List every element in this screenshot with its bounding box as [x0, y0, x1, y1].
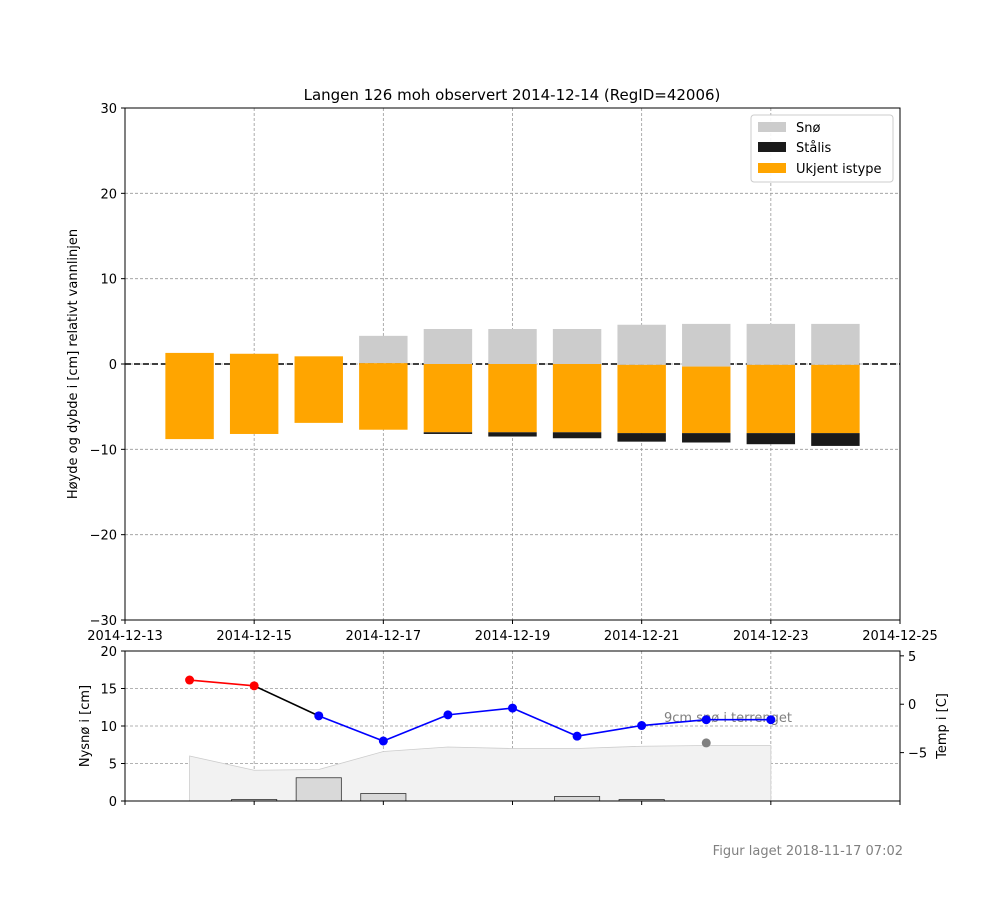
- y-tick-label: 20: [100, 187, 117, 202]
- bar-segment-ukjent-istype: [746, 364, 796, 434]
- x-tick-label: 2014-12-25: [862, 629, 938, 644]
- temperature-point: [249, 681, 259, 691]
- bar-segment-sno: [488, 329, 537, 364]
- bar-segment-sno: [552, 329, 602, 364]
- bar-segment-ukjent-istype: [359, 363, 408, 430]
- snow-depth-annotation: 9cm snø i terrenget: [664, 711, 792, 726]
- bar-segment-ukjent-istype: [294, 356, 343, 423]
- temperature-line-segment: [447, 707, 513, 716]
- temperature-point: [185, 675, 195, 685]
- legend-label-sno: Snø: [796, 121, 820, 136]
- legend-label-ukjent-istype: Ukjent istype: [796, 162, 882, 177]
- temperature-point: [572, 731, 582, 741]
- bar-segment-sno: [811, 323, 860, 365]
- temperature-point: [637, 721, 647, 731]
- temperature-point: [766, 715, 776, 725]
- temperature-point: [701, 715, 711, 725]
- bar-segment-stalis: [617, 433, 666, 442]
- y-tick-label: −10: [90, 443, 117, 458]
- y-tick-label: 15: [100, 683, 117, 698]
- legend-box: [750, 114, 894, 183]
- weather-chart-right-y-ticks: −5 0 5: [900, 650, 927, 762]
- y-tick-label: −30: [90, 614, 117, 629]
- chart-title: Langen 126 moh observert 2014-12-14 (Reg…: [304, 86, 721, 104]
- right-y-tick-label: 5: [908, 650, 916, 665]
- temperature-line-segment: [383, 714, 449, 742]
- temperature-point: [314, 711, 324, 721]
- x-tick-label: 2014-12-19: [475, 629, 551, 644]
- bar-segment-ukjent-istype: [165, 352, 214, 440]
- x-tick-label: 2014-12-21: [604, 629, 680, 644]
- right-y-tick-label: −5: [908, 747, 927, 762]
- y-tick-label: 30: [100, 102, 117, 117]
- legend: Snø Stålis Ukjent istype: [750, 114, 894, 183]
- temperature-point: [443, 710, 453, 720]
- bar-segment-ukjent-istype: [617, 364, 666, 434]
- bar-segment-ukjent-istype: [811, 364, 860, 434]
- bar-segment-stalis: [811, 433, 860, 446]
- temperature-point: [508, 703, 517, 713]
- temperature-line-segment: [189, 679, 255, 687]
- weather-chart-y-ticks: 0 5 10 15 20: [100, 645, 125, 810]
- temperature-line-segment: [253, 685, 320, 717]
- y-tick-label: 20: [100, 645, 117, 660]
- bar-segment-ukjent-istype: [488, 364, 537, 433]
- temperature-line-segment: [318, 715, 384, 742]
- bar-segment-sno: [423, 329, 473, 364]
- bar-segment-stalis: [682, 433, 731, 443]
- x-tick-label: 2014-12-15: [216, 629, 292, 644]
- weather-chart-x-ticks: [124, 801, 901, 805]
- y-tick-label: 10: [100, 273, 117, 288]
- new-snow-bar: [360, 793, 407, 802]
- ice-chart-y-axis-label: Høyde og dybde i [cm] relativt vannlinje…: [66, 229, 81, 499]
- bar-segment-sno: [746, 323, 796, 365]
- weather-chart: 9cm snø i terrenget 0 5 10 15 20 −5 0 5 Nysnø …: [78, 645, 950, 810]
- new-snow-axis-label: Nysnø i [cm]: [78, 685, 93, 767]
- y-tick-label: 0: [109, 358, 117, 373]
- temperature-points: [185, 675, 776, 748]
- ice-chart-y-ticks: −30 −20 −10 0 10 20 30: [90, 102, 125, 629]
- temperature-lines: [189, 679, 771, 742]
- right-y-tick-label: 0: [908, 698, 916, 713]
- temperature-line-segment: [641, 718, 707, 727]
- x-tick-label: 2014-12-17: [346, 629, 422, 644]
- figure-timestamp: Figur laget 2018-11-17 07:02: [713, 844, 903, 859]
- ice-chart-bars: [165, 323, 860, 446]
- temperature-point: [378, 736, 388, 746]
- temperature-line-segment: [576, 724, 642, 737]
- bar-segment-sno: [617, 324, 666, 365]
- x-tick-label: 2014-12-13: [87, 629, 163, 644]
- observation-point: [701, 738, 711, 748]
- new-snow-bar: [295, 777, 342, 802]
- bar-segment-ukjent-istype: [682, 366, 731, 434]
- bar-segment-ukjent-istype: [552, 364, 602, 433]
- ice-chart-x-ticks: 2014-12-13 2014-12-15 2014-12-17 2014-12-19…: [87, 620, 938, 644]
- legend-swatch-sno: [758, 122, 786, 132]
- y-tick-label: 5: [109, 758, 117, 773]
- temperature-line-segment: [512, 707, 578, 737]
- legend-swatch-stalis: [758, 142, 786, 152]
- y-tick-label: −20: [90, 529, 117, 544]
- new-snow-bar: [554, 796, 601, 802]
- bar-segment-sno: [682, 323, 731, 367]
- bar-segment-sno: [359, 335, 408, 364]
- bar-segment-stalis: [488, 432, 537, 437]
- y-tick-label: 10: [100, 720, 117, 735]
- bar-segment-stalis: [423, 432, 473, 434]
- y-tick-label: 0: [109, 795, 117, 810]
- x-tick-label: 2014-12-23: [733, 629, 809, 644]
- bar-segment-ukjent-istype: [229, 353, 279, 434]
- legend-label-stalis: Stålis: [796, 141, 832, 156]
- legend-swatch-ukjent-istype: [758, 163, 786, 173]
- bar-segment-stalis: [746, 433, 796, 445]
- temperature-axis-label: Temp i [C]: [935, 693, 950, 760]
- bar-segment-stalis: [552, 432, 602, 439]
- bar-segment-ukjent-istype: [423, 364, 473, 433]
